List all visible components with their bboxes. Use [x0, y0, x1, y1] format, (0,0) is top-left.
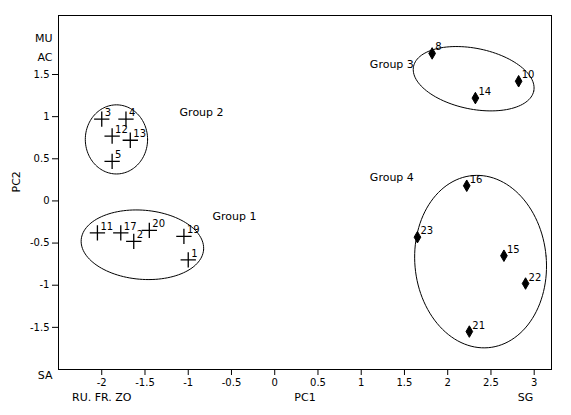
- svg-text:PC1: PC1: [294, 391, 315, 404]
- svg-text:-0.5: -0.5: [222, 377, 242, 388]
- svg-text:23: 23: [420, 225, 433, 236]
- svg-text:Group 4: Group 4: [370, 171, 414, 184]
- svg-text:5: 5: [115, 149, 121, 160]
- svg-text:2: 2: [445, 377, 451, 388]
- svg-text:1.5: 1.5: [397, 377, 413, 388]
- svg-text:1: 1: [43, 111, 49, 122]
- svg-text:Group 3: Group 3: [370, 58, 414, 71]
- svg-text:1: 1: [191, 248, 197, 259]
- svg-text:-1: -1: [40, 279, 50, 290]
- svg-text:11: 11: [100, 221, 113, 232]
- svg-text:-0.5: -0.5: [30, 237, 50, 248]
- svg-text:20: 20: [152, 218, 165, 229]
- svg-text:MU: MU: [35, 32, 53, 45]
- svg-text:4: 4: [129, 107, 135, 118]
- svg-text:SG: SG: [518, 391, 534, 404]
- svg-text:0.5: 0.5: [310, 377, 326, 388]
- svg-text:-1.5: -1.5: [30, 322, 50, 333]
- svg-text:-2: -2: [97, 377, 107, 388]
- svg-text:2.5: 2.5: [483, 377, 499, 388]
- svg-text:RU. FR. ZO: RU. FR. ZO: [72, 391, 132, 404]
- svg-text:0.5: 0.5: [34, 153, 50, 164]
- svg-text:16: 16: [470, 174, 483, 185]
- svg-text:3: 3: [105, 107, 111, 118]
- svg-text:19: 19: [187, 224, 200, 235]
- svg-text:-1.5: -1.5: [135, 377, 155, 388]
- svg-text:14: 14: [478, 86, 491, 97]
- svg-text:-1: -1: [183, 377, 193, 388]
- svg-text:1: 1: [358, 377, 364, 388]
- svg-text:15: 15: [507, 244, 520, 255]
- svg-text:0: 0: [43, 195, 49, 206]
- svg-text:13: 13: [133, 128, 146, 139]
- svg-text:1.5: 1.5: [34, 69, 50, 80]
- svg-text:22: 22: [529, 272, 542, 283]
- svg-text:8: 8: [435, 41, 441, 52]
- svg-text:17: 17: [124, 221, 137, 232]
- svg-text:AC: AC: [37, 51, 52, 64]
- svg-text:21: 21: [472, 320, 485, 331]
- svg-text:10: 10: [522, 69, 535, 80]
- svg-text:Group 2: Group 2: [180, 106, 224, 119]
- svg-text:Group 1: Group 1: [212, 210, 256, 223]
- svg-text:PC2: PC2: [10, 171, 23, 192]
- svg-text:12: 12: [115, 124, 128, 135]
- svg-text:SA: SA: [38, 369, 53, 382]
- svg-text:2: 2: [137, 229, 143, 240]
- svg-text:0: 0: [272, 377, 278, 388]
- svg-text:3: 3: [531, 377, 537, 388]
